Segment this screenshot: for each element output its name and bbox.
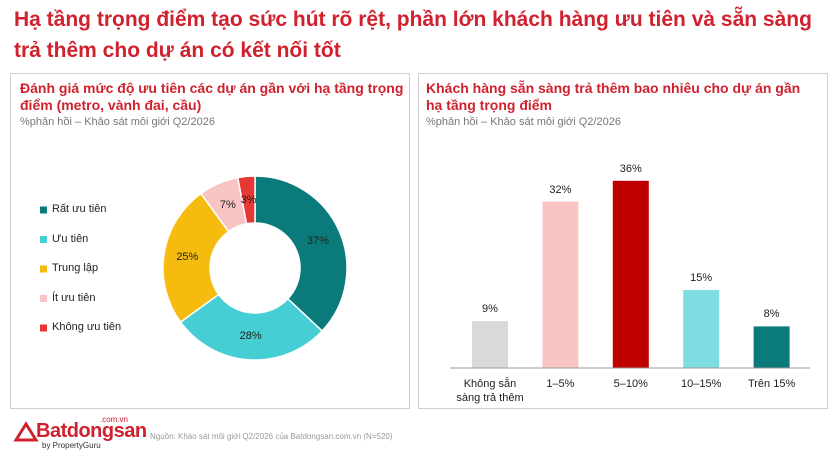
- chart-title: Khách hàng sẵn sàng trả thêm bao nhiêu c…: [426, 80, 801, 113]
- page-title: Hạ tầng trọng điểm tạo sức hút rõ rệt, p…: [14, 8, 812, 62]
- legend-swatch: [40, 236, 47, 243]
- panel: [418, 73, 828, 409]
- legend-label: Ít ưu tiên: [52, 291, 96, 304]
- logo-domain: .com.vn: [100, 415, 129, 424]
- logo: Batdongsan: [36, 420, 147, 442]
- bar: [472, 321, 508, 368]
- legend-swatch: [40, 265, 47, 273]
- source-note: Nguồn: Khảo sát môi giới Q2/2026 của Bat…: [150, 432, 393, 441]
- data-label: 25%: [176, 251, 199, 264]
- x-tick-label: 10–15%: [681, 378, 722, 390]
- donut-slice: [236, 175, 256, 225]
- bar: [542, 201, 579, 368]
- data-label: 36%: [619, 162, 642, 175]
- x-tick-label: 5–10%: [613, 378, 648, 390]
- donut-slice: [254, 175, 348, 333]
- data-label: 15%: [690, 272, 713, 284]
- chart-subtitle: %phản hồi – Khảo sát môi giới Q2/2026: [426, 116, 621, 128]
- bar: [612, 180, 649, 368]
- data-label: 28%: [239, 330, 262, 343]
- legend-swatch: [40, 206, 47, 214]
- legend-label: Rất ưu tiên: [52, 203, 107, 215]
- x-tick-label: Trên 15%: [747, 378, 796, 390]
- data-label: 32%: [549, 183, 572, 196]
- x-tick-label: 1–5%: [546, 378, 575, 390]
- data-label: 3%: [240, 193, 257, 206]
- chart-title: Đánh giá mức độ ưu tiên các dự án gần vớ…: [20, 80, 404, 113]
- data-label: 37%: [306, 234, 329, 247]
- x-tick-label: Không sẵn sàng trả thêm: [456, 378, 524, 404]
- bar: [753, 326, 790, 368]
- legend-swatch: [40, 324, 47, 332]
- logo-by: by PropertyGuru: [42, 441, 101, 450]
- data-label: 7%: [219, 199, 236, 212]
- bar: [683, 290, 720, 368]
- legend-swatch: [40, 295, 47, 302]
- legend-label: Trung lập: [52, 262, 99, 274]
- logo-icon: [13, 421, 39, 442]
- data-label: 8%: [763, 308, 780, 321]
- data-label: 9%: [482, 303, 498, 316]
- donut-slice: [179, 293, 324, 361]
- legend-label: Không ưu tiên: [52, 321, 122, 333]
- donut-slice: [162, 192, 230, 324]
- legend-label: Ưu tiên: [52, 232, 89, 245]
- panel: [10, 73, 410, 409]
- chart-subtitle: %phản hồi – Khảo sát môi giới Q2/2026: [20, 116, 215, 128]
